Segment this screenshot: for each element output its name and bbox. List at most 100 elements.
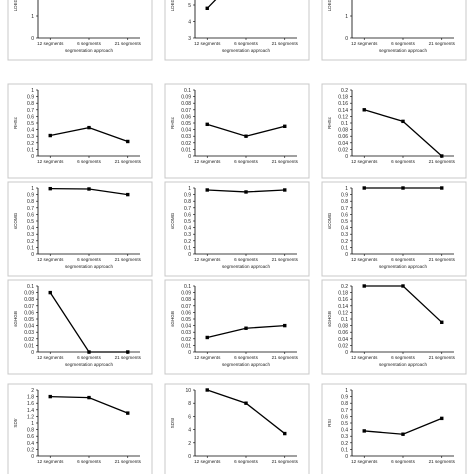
x-tick-label: 21 segments — [115, 159, 142, 164]
y-tick-label: 2 — [31, 388, 34, 394]
y-tick-label: 0.06 — [338, 330, 348, 336]
panel-frame — [164, 83, 310, 179]
chart-panel: 00.10.20.30.40.50.60.70.80.91 12 segments… — [7, 181, 153, 277]
data-point — [401, 119, 405, 124]
x-axis-label: segmentation approach — [222, 48, 270, 53]
x-tick-label: 12 segments — [194, 159, 221, 164]
data-point — [205, 335, 209, 340]
x-tick-label: 12 segments — [37, 459, 64, 464]
y-tick-label: 0.4 — [341, 428, 348, 434]
data-point — [440, 416, 444, 421]
x-axis-label: segmentation approach — [65, 362, 113, 367]
data-point — [401, 186, 405, 190]
x-tick-label: 21 segments — [272, 257, 299, 262]
data-point — [205, 122, 209, 127]
y-axis-label: sCOMG — [170, 212, 175, 229]
y-tick-label: 0.1 — [27, 245, 34, 251]
x-tick-label: 12 segments — [194, 355, 221, 360]
panel-frame — [321, 83, 467, 179]
x-tick-label: 21 segments — [272, 459, 299, 464]
y-tick-label: 0.5 — [27, 219, 34, 225]
y-tick-label: 0.7 — [184, 206, 191, 212]
x-tick-label: 6 segments — [234, 459, 258, 464]
y-tick-label: 0.8 — [27, 199, 34, 205]
y-tick-label: 0.2 — [341, 284, 348, 290]
x-axis-label: segmentation approach — [379, 48, 427, 53]
series-line — [364, 285, 443, 323]
y-tick-label: 3 — [188, 36, 191, 42]
y-axis-label: sGHGB — [327, 311, 332, 327]
y-tick-label: 0.02 — [181, 337, 191, 343]
y-tick-label: 0.08 — [338, 128, 348, 134]
y-tick-label: 0 — [188, 350, 191, 356]
y-tick-label: 0.3 — [341, 434, 348, 440]
y-tick-label: 0.5 — [341, 219, 348, 225]
y-tick-label: 0.2 — [341, 239, 348, 245]
y-tick-label: 0.04 — [181, 324, 191, 330]
y-tick-label: 0.1 — [341, 121, 348, 127]
y-tick-label: 1 — [31, 88, 34, 94]
y-tick-label: 0.4 — [341, 226, 348, 232]
y-axis-label: LDEG — [13, 0, 18, 11]
x-tick-label: 21 segments — [115, 41, 142, 46]
panel-frame — [164, 181, 310, 277]
y-tick-label: 0.03 — [181, 134, 191, 140]
y-tick-label: 0.8 — [27, 428, 34, 434]
chart-panel: 00.010.020.030.040.050.060.070.080.090.1… — [164, 83, 310, 179]
y-tick-label: 0.16 — [338, 101, 348, 107]
y-tick-label: 0.01 — [24, 343, 34, 349]
y-tick-label: 0.06 — [338, 134, 348, 140]
panel-frame — [321, 383, 467, 474]
y-tick-label: 0.6 — [184, 212, 191, 218]
data-point — [362, 186, 366, 190]
y-tick-label: 0.8 — [27, 101, 34, 107]
y-tick-label: 1 — [345, 14, 348, 20]
y-tick-label: 0.08 — [24, 297, 34, 303]
data-point — [126, 139, 130, 144]
data-point — [362, 108, 366, 112]
y-tick-label: 0.1 — [184, 88, 191, 94]
data-point — [126, 350, 130, 354]
y-tick-label: 0.3 — [184, 232, 191, 238]
y-tick-label: 0.8 — [341, 199, 348, 205]
y-tick-label: 0.9 — [341, 193, 348, 199]
y-axis-label: SDtr — [13, 418, 18, 428]
y-tick-label: 0.16 — [338, 297, 348, 303]
chart-panel: 00.010.020.030.040.050.060.070.080.090.1… — [7, 279, 153, 375]
y-tick-label: 0.6 — [341, 212, 348, 218]
x-tick-label: 21 segments — [429, 159, 456, 164]
panel-frame — [321, 0, 467, 61]
y-tick-label: 0.03 — [181, 330, 191, 336]
y-tick-label: 0.5 — [341, 421, 348, 427]
y-tick-label: 0.1 — [184, 245, 191, 251]
y-tick-label: 0.4 — [27, 226, 34, 232]
panel-frame — [7, 279, 153, 375]
y-tick-label: 0.1 — [341, 245, 348, 251]
x-tick-label: 21 segments — [429, 257, 456, 262]
y-tick-label: 0.05 — [24, 317, 34, 323]
x-axis-label: segmentation approach — [222, 264, 270, 269]
y-tick-label: 0.02 — [338, 343, 348, 349]
y-tick-label: 0.18 — [338, 291, 348, 297]
y-tick-label: 4 — [188, 428, 191, 434]
x-tick-label: 21 segments — [429, 459, 456, 464]
chart-panel: 00.10.20.30.40.50.60.70.80.91 12 segments… — [321, 181, 467, 277]
panel-frame — [164, 383, 310, 474]
x-tick-label: 21 segments — [272, 159, 299, 164]
x-tick-label: 12 segments — [194, 257, 221, 262]
y-tick-label: 1 — [345, 186, 348, 192]
x-tick-label: 6 segments — [234, 41, 258, 46]
y-tick-label: 0 — [188, 252, 191, 258]
y-tick-label: 0.6 — [27, 212, 34, 218]
chart-panel: 00.10.20.30.40.50.60.70.80.91 12 segments… — [7, 83, 153, 179]
y-tick-label: 0.5 — [27, 121, 34, 127]
y-tick-label: 0.02 — [338, 147, 348, 153]
y-tick-label: 0.1 — [27, 284, 34, 290]
y-tick-label: 1.8 — [27, 395, 34, 401]
y-tick-label: 0.5 — [184, 219, 191, 225]
y-tick-label: 6 — [188, 414, 191, 420]
y-tick-label: 0.06 — [24, 310, 34, 316]
chart-panel: 0 2 4 6 8 10 12 segments 6 segments 21 segments S… — [164, 383, 310, 474]
data-point — [440, 320, 444, 324]
